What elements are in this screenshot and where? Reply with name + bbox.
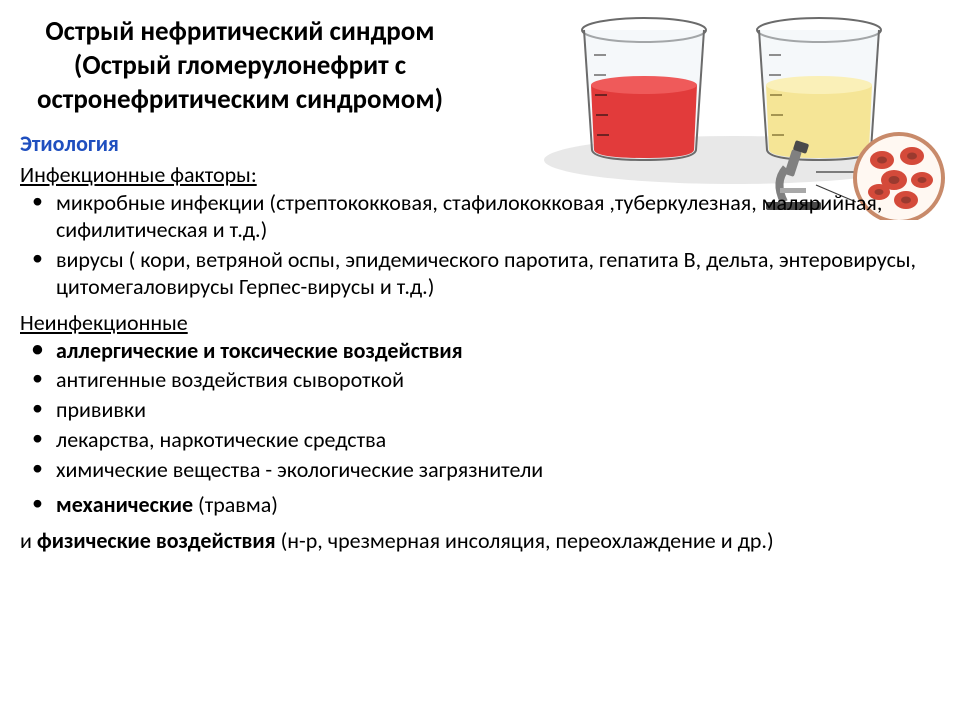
tail-pre: и (20, 527, 37, 554)
mech-bold: механические (56, 491, 193, 518)
group2-list: аллергические и токсические воздействия … (26, 338, 940, 484)
list-item: химические вещества - экологические загр… (26, 457, 940, 484)
beaker-yellow (757, 18, 881, 160)
slide-title: Острый нефритический синдром (Острый гло… (20, 15, 460, 116)
group2-header: Неинфекционные (20, 309, 940, 336)
tail-line: и физические воздействия (н-р, чрезмерна… (20, 527, 940, 555)
beaker-red (582, 18, 706, 160)
mech-rest: (травма) (193, 491, 278, 518)
group1-list: микробные инфекции (стрептококковая, ста… (26, 190, 940, 300)
group3-list: механические (травма) (26, 492, 940, 519)
list-item: антигенные воздействия сывороткой (26, 367, 940, 394)
list-item: механические (травма) (26, 492, 940, 519)
list-item: аллергические и токсические воздействия (26, 338, 940, 365)
list-item: вирусы ( кори, ветряной оспы, эпидемичес… (26, 247, 940, 301)
list-item: прививки (26, 397, 940, 424)
list-item: лекарства, наркотические средства (26, 427, 940, 454)
tail-rest: (н-р, чрезмерная инсоляция, переохлажден… (276, 527, 774, 554)
tail-bold: физические воздействия (37, 527, 276, 554)
list-item: микробные инфекции (стрептококковая, ста… (26, 190, 940, 244)
